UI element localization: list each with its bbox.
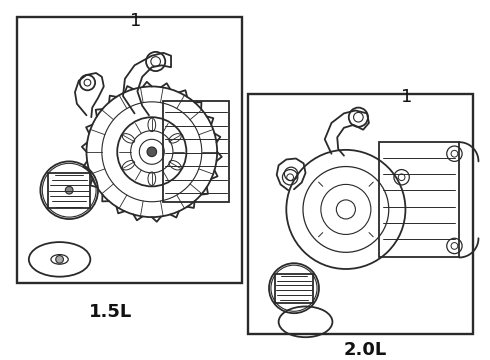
Text: 1: 1 — [130, 12, 141, 30]
Circle shape — [56, 256, 63, 263]
Text: 1: 1 — [401, 89, 412, 107]
Circle shape — [65, 186, 73, 194]
Circle shape — [147, 147, 157, 157]
Text: 2.0L: 2.0L — [343, 341, 387, 359]
Text: 1.5L: 1.5L — [89, 303, 132, 321]
